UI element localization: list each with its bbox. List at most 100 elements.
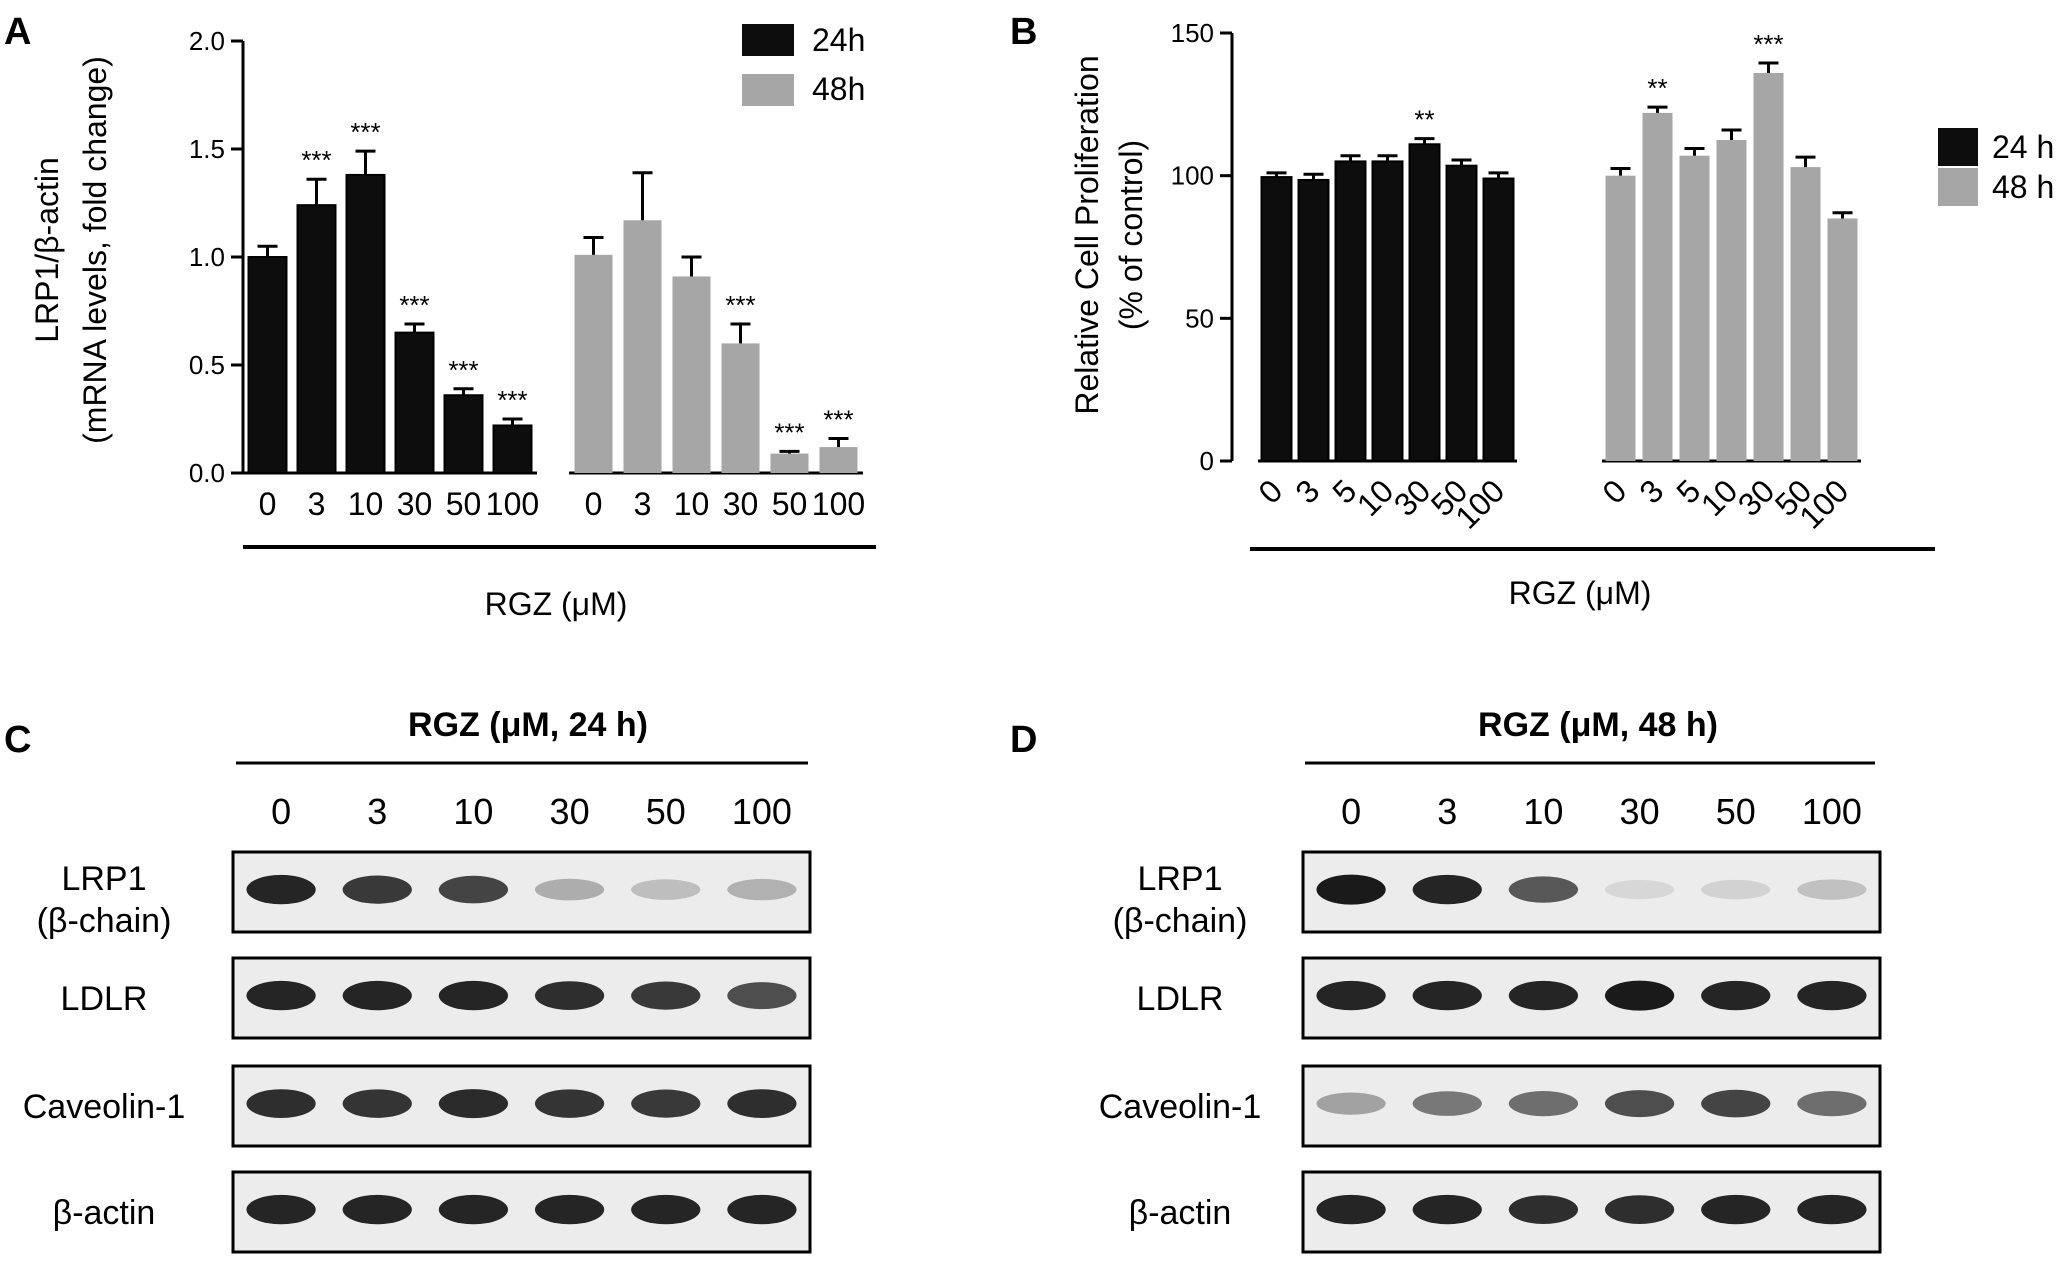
chart-a-xlabel: RGZ (μM) bbox=[485, 586, 628, 622]
blot-d-lanes: 0 3 10 30 50 100 bbox=[1341, 791, 1862, 832]
chart-b-bar bbox=[1482, 177, 1515, 463]
blot-c-band bbox=[342, 1194, 412, 1225]
chart-b-category-label: 3 bbox=[1632, 472, 1670, 510]
chart-b-xlabel: RGZ (μM) bbox=[1509, 575, 1652, 611]
blot-c-title: RGZ (μM, 24 h) bbox=[408, 706, 648, 744]
blot-c-band bbox=[727, 982, 797, 1010]
blot-c-row-label: Caveolin-1 bbox=[23, 1088, 186, 1126]
chart-a-significance: *** bbox=[497, 385, 527, 415]
chart-a-legend-label-48h: 48h bbox=[812, 71, 865, 107]
blot-c-lane-label: 3 bbox=[367, 791, 387, 832]
blot-d-band bbox=[1508, 980, 1579, 1011]
chart-b-category-label: 3 bbox=[1288, 472, 1326, 510]
blot-c-row-label: LDLR bbox=[61, 980, 148, 1018]
chart-b-category-label: 0 bbox=[1251, 472, 1289, 510]
blot-d-row-label: Caveolin-1 bbox=[1099, 1088, 1262, 1126]
chart-a-category-label: 10 bbox=[674, 486, 710, 522]
chart-b-ytick-label: 50 bbox=[1185, 303, 1214, 333]
blot-d-band bbox=[1797, 1091, 1867, 1117]
blot-c-band bbox=[438, 1089, 509, 1119]
blot-c-lane-label: 50 bbox=[646, 791, 686, 832]
chart-b-bar bbox=[1679, 155, 1710, 461]
chart-b-ylabel-line1: Relative Cell Proliferation bbox=[1069, 55, 1105, 414]
blot-d-band bbox=[1412, 1194, 1482, 1225]
chart-a-significance: *** bbox=[774, 417, 804, 447]
chart-a-bar bbox=[247, 256, 288, 474]
blot-d-band bbox=[1412, 980, 1482, 1011]
blot-c-lane-label: 100 bbox=[732, 791, 792, 832]
chart-a-bar bbox=[345, 173, 386, 474]
chart-a-bar bbox=[394, 331, 435, 474]
chart-a-category-label: 3 bbox=[634, 486, 652, 522]
blot-d-lane-label: 30 bbox=[1620, 791, 1660, 832]
panel-letter-a: A bbox=[4, 11, 31, 53]
blot-c-band bbox=[342, 875, 412, 904]
panel-letter-b: B bbox=[1010, 11, 1037, 53]
chart-a-category-label: 0 bbox=[259, 486, 277, 522]
blot-c-band bbox=[631, 879, 701, 900]
chart-b-category-label: 0 bbox=[1595, 472, 1633, 510]
blot-d-lane-label: 3 bbox=[1437, 791, 1457, 832]
blot-d-band bbox=[1508, 1091, 1579, 1117]
chart-b-bar bbox=[1753, 72, 1784, 462]
chart-a-category-label: 50 bbox=[446, 486, 482, 522]
chart-a-legend-label-24h: 24h bbox=[812, 22, 865, 58]
blot-c-band bbox=[246, 874, 316, 905]
blot-d-band bbox=[1797, 879, 1867, 900]
blot-c-row-label: LRP1 bbox=[61, 860, 146, 898]
chart-a-category-label: 10 bbox=[348, 486, 384, 522]
chart-a-category-label: 100 bbox=[486, 486, 539, 522]
chart-a-significance: *** bbox=[823, 404, 853, 434]
blot-d-band bbox=[1604, 1195, 1675, 1224]
blot-c-lanes: 0 3 10 30 50 100 bbox=[271, 791, 792, 832]
chart-a-legend: 24h 48h bbox=[742, 22, 865, 107]
blot-c-band bbox=[246, 1194, 316, 1225]
blot-c-lane-label: 0 bbox=[271, 791, 291, 832]
chart-a-category-label: 30 bbox=[723, 486, 759, 522]
blot-c-row-label: (β-chain) bbox=[37, 902, 172, 940]
blot-d-band bbox=[1797, 980, 1867, 1011]
chart-b-ylabel-line2: (% of control) bbox=[1113, 140, 1149, 330]
chart-b-bar bbox=[1334, 160, 1367, 462]
chart-a-significance: *** bbox=[399, 290, 429, 320]
chart-a-ytick-label: 0.0 bbox=[189, 458, 225, 488]
chart-a-bar bbox=[296, 204, 337, 474]
blot-c-band bbox=[534, 981, 605, 1010]
chart-b-bar bbox=[1716, 140, 1747, 461]
blot-c-row-label: β-actin bbox=[53, 1194, 156, 1232]
blot-d-row-label: (β-chain) bbox=[1113, 902, 1248, 940]
blot-d-band bbox=[1797, 1194, 1867, 1225]
chart-a-ylabel-line1: LRP1/β-actin bbox=[29, 157, 65, 343]
blot-c-band bbox=[438, 875, 509, 904]
blot-c-band bbox=[246, 980, 316, 1011]
blot-c-lane-label: 30 bbox=[550, 791, 590, 832]
blot-d-lane-label: 0 bbox=[1341, 791, 1361, 832]
blot-c-blot-strip bbox=[231, 1170, 812, 1254]
chart-a-ytick-label: 0.5 bbox=[189, 350, 225, 380]
blot-c-band bbox=[631, 1194, 701, 1225]
blot-d-band bbox=[1604, 880, 1675, 900]
blot-c-blot-strip bbox=[231, 956, 812, 1040]
chart-b-bar bbox=[1605, 175, 1636, 461]
chart-b-bar bbox=[1445, 164, 1478, 462]
blot-d-band bbox=[1701, 1194, 1771, 1225]
chart-a-significance: *** bbox=[350, 117, 380, 147]
chart-b-bar bbox=[1790, 167, 1821, 461]
blot-c-lane-label: 10 bbox=[453, 791, 493, 832]
panel-letter-c: C bbox=[4, 719, 31, 761]
chart-a-category-label: 0 bbox=[585, 486, 603, 522]
blot-d-lane-label: 50 bbox=[1716, 791, 1756, 832]
blot-c-band bbox=[631, 981, 701, 1010]
blot-d-band bbox=[1316, 980, 1386, 1011]
blot-d-lane-label: 10 bbox=[1523, 791, 1563, 832]
blot-d-title: RGZ (μM, 48 h) bbox=[1478, 706, 1718, 744]
chart-b-bar bbox=[1371, 160, 1404, 462]
blot-d-band bbox=[1508, 876, 1579, 903]
blot-c-band bbox=[438, 1194, 509, 1225]
chart-a-category-label: 50 bbox=[772, 486, 808, 522]
chart-a-bar bbox=[574, 254, 613, 473]
blot-c-band bbox=[631, 1089, 701, 1118]
chart-a-legend-swatch-48h bbox=[742, 74, 794, 106]
